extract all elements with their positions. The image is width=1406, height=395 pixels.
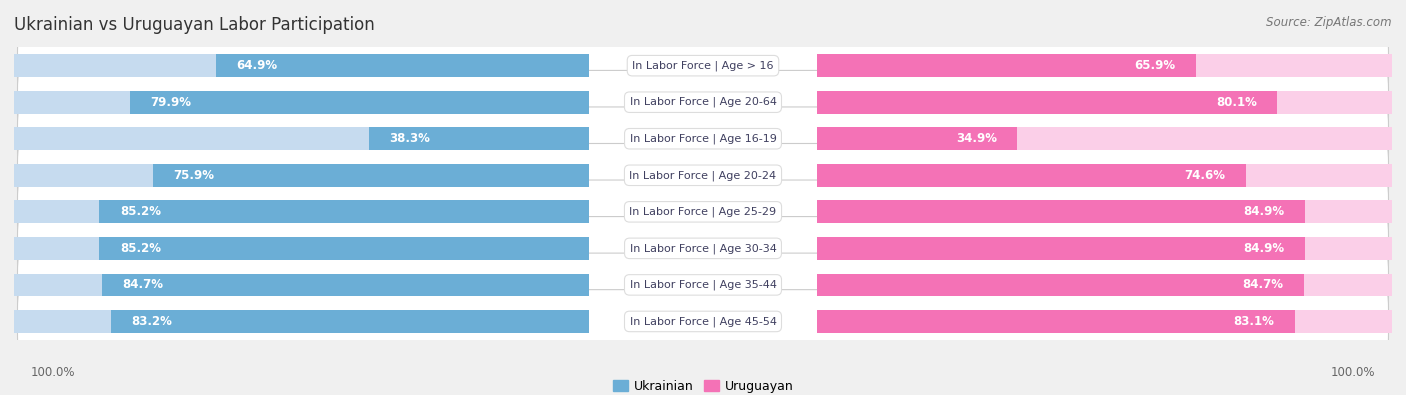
Bar bbox=[817, 164, 1392, 186]
Bar bbox=[153, 164, 589, 186]
Text: In Labor Force | Age 25-29: In Labor Force | Age 25-29 bbox=[630, 207, 776, 217]
FancyBboxPatch shape bbox=[17, 216, 1389, 280]
Text: 84.7%: 84.7% bbox=[1243, 278, 1284, 292]
Bar bbox=[368, 128, 589, 150]
Bar bbox=[217, 55, 589, 77]
Bar bbox=[817, 274, 1303, 296]
Text: In Labor Force | Age 20-64: In Labor Force | Age 20-64 bbox=[630, 97, 776, 107]
Bar bbox=[817, 164, 1246, 186]
Text: 100.0%: 100.0% bbox=[1330, 366, 1375, 379]
Text: 75.9%: 75.9% bbox=[173, 169, 214, 182]
Text: 84.9%: 84.9% bbox=[1243, 205, 1285, 218]
Bar bbox=[111, 310, 589, 333]
Bar bbox=[129, 91, 589, 113]
FancyBboxPatch shape bbox=[17, 143, 1389, 207]
Text: Source: ZipAtlas.com: Source: ZipAtlas.com bbox=[1267, 16, 1392, 29]
Text: 100.0%: 100.0% bbox=[31, 366, 76, 379]
Legend: Ukrainian, Uruguayan: Ukrainian, Uruguayan bbox=[607, 375, 799, 395]
Text: 84.7%: 84.7% bbox=[122, 278, 163, 292]
Text: In Labor Force | Age 30-34: In Labor Force | Age 30-34 bbox=[630, 243, 776, 254]
Bar bbox=[817, 201, 1305, 223]
Bar bbox=[817, 310, 1295, 333]
Bar bbox=[817, 91, 1278, 113]
Text: 74.6%: 74.6% bbox=[1184, 169, 1225, 182]
Bar bbox=[817, 237, 1392, 260]
Text: 38.3%: 38.3% bbox=[389, 132, 430, 145]
Bar bbox=[14, 91, 589, 113]
Bar bbox=[817, 128, 1018, 150]
FancyBboxPatch shape bbox=[17, 34, 1389, 98]
Text: 64.9%: 64.9% bbox=[236, 59, 278, 72]
Bar bbox=[817, 128, 1392, 150]
Bar bbox=[817, 55, 1392, 77]
Bar bbox=[14, 237, 589, 260]
Bar bbox=[817, 55, 1195, 77]
Bar bbox=[14, 128, 589, 150]
Text: 34.9%: 34.9% bbox=[956, 132, 997, 145]
Bar bbox=[14, 274, 589, 296]
Bar bbox=[14, 55, 589, 77]
Bar bbox=[14, 310, 589, 333]
Bar bbox=[817, 91, 1392, 113]
Text: 85.2%: 85.2% bbox=[120, 242, 160, 255]
Bar bbox=[817, 201, 1392, 223]
Bar bbox=[817, 310, 1392, 333]
Bar bbox=[103, 274, 589, 296]
Text: 83.1%: 83.1% bbox=[1233, 315, 1274, 328]
Bar bbox=[14, 164, 589, 186]
Bar bbox=[100, 237, 589, 260]
Text: In Labor Force | Age 16-19: In Labor Force | Age 16-19 bbox=[630, 134, 776, 144]
FancyBboxPatch shape bbox=[17, 70, 1389, 134]
Text: 80.1%: 80.1% bbox=[1216, 96, 1257, 109]
Bar bbox=[14, 201, 589, 223]
Text: 79.9%: 79.9% bbox=[150, 96, 191, 109]
Text: In Labor Force | Age 45-54: In Labor Force | Age 45-54 bbox=[630, 316, 776, 327]
Text: In Labor Force | Age 35-44: In Labor Force | Age 35-44 bbox=[630, 280, 776, 290]
Text: 84.9%: 84.9% bbox=[1243, 242, 1285, 255]
Text: 85.2%: 85.2% bbox=[120, 205, 160, 218]
Text: In Labor Force | Age > 16: In Labor Force | Age > 16 bbox=[633, 60, 773, 71]
Text: 65.9%: 65.9% bbox=[1135, 59, 1175, 72]
FancyBboxPatch shape bbox=[17, 107, 1389, 171]
FancyBboxPatch shape bbox=[17, 253, 1389, 317]
Bar bbox=[817, 237, 1305, 260]
FancyBboxPatch shape bbox=[17, 180, 1389, 244]
Bar bbox=[100, 201, 589, 223]
Text: 83.2%: 83.2% bbox=[131, 315, 173, 328]
Bar bbox=[817, 274, 1392, 296]
FancyBboxPatch shape bbox=[17, 290, 1389, 353]
Text: Ukrainian vs Uruguayan Labor Participation: Ukrainian vs Uruguayan Labor Participati… bbox=[14, 16, 375, 34]
Text: In Labor Force | Age 20-24: In Labor Force | Age 20-24 bbox=[630, 170, 776, 181]
